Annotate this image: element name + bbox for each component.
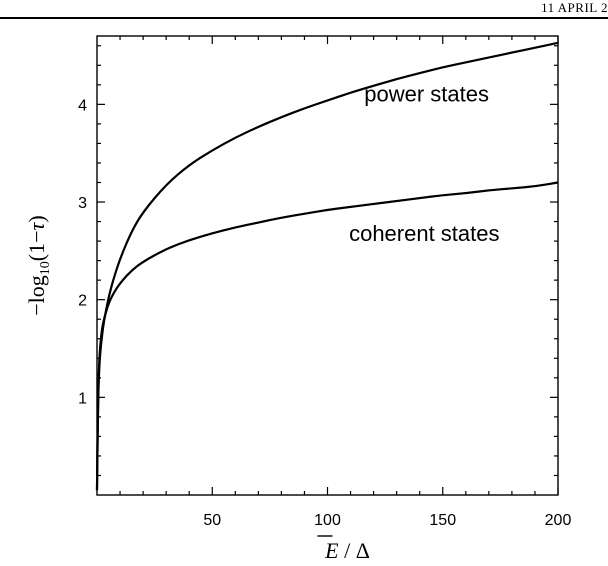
- x-axis-title-symbol: E: [324, 538, 339, 563]
- y-tick-label: 4: [78, 97, 87, 114]
- x-tick-label: 50: [203, 512, 221, 529]
- chart-labels: 50 100 150 200 1 2 3 4 power states coherent stat…: [24, 81, 571, 563]
- y-axis-title-part1: −log: [24, 275, 49, 316]
- series-line-coherent-states: [95, 181, 559, 491]
- series-lines: [95, 41, 559, 491]
- x-axis-title-rest: / Δ: [339, 538, 370, 563]
- annotation-coherent-states: coherent states: [349, 221, 499, 246]
- y-axis-title: −log10(1−τ): [24, 215, 53, 315]
- x-tick-label: 200: [545, 512, 572, 529]
- y-tick-label: 1: [78, 390, 87, 407]
- y-axis-title-part2: (1−: [24, 230, 49, 261]
- y-axis-title-close: ): [24, 215, 49, 222]
- y-axis-title-subscript: 10: [38, 261, 53, 275]
- series-line-power-states: [95, 41, 559, 491]
- x-tick-label: 150: [429, 512, 456, 529]
- header-rule: [0, 17, 608, 19]
- annotation-power-states: power states: [364, 81, 489, 106]
- x-axis-title: E / Δ: [324, 538, 370, 563]
- x-tick-label: 100: [314, 512, 341, 529]
- y-axis-title-tau: τ: [24, 221, 49, 230]
- y-tick-label: 2: [78, 293, 87, 310]
- y-tick-label: 3: [78, 195, 87, 212]
- running-header: 11 APRIL 2: [541, 0, 608, 15]
